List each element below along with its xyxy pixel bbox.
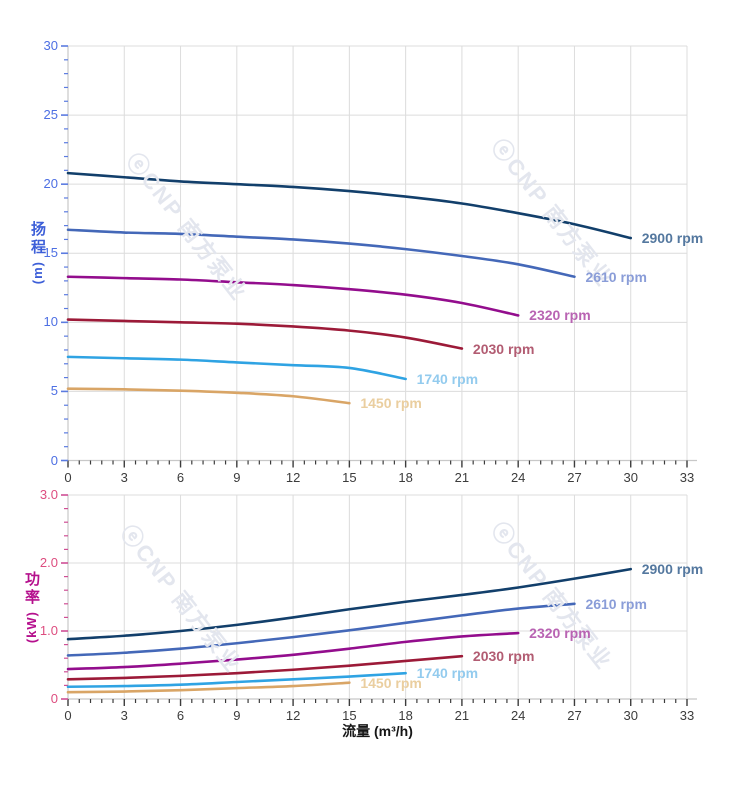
y-tick-label-0: 0 <box>50 452 58 468</box>
y-tick-label-2.0: 2.0 <box>39 555 58 570</box>
curve-2610-rpm-power-vs-flow <box>66 602 576 657</box>
x-tick-label-3: 3 <box>120 708 128 723</box>
x-tick-label-33: 33 <box>679 469 695 485</box>
y-tick-label-30: 30 <box>43 38 58 53</box>
curve-label-2900-rpm-head-vs-flow: 2900 rpm <box>641 230 704 247</box>
head-axis-title: 扬程 (m) <box>27 221 48 284</box>
curve-label-1740-rpm-power-vs-flow: 1740 rpm <box>416 665 479 682</box>
curve-label-1450-rpm-head-vs-flow: 1450 rpm <box>360 395 422 412</box>
curve-2030-rpm-power-vs-flow <box>66 654 464 681</box>
head-axis-title-text: 扬程 <box>29 221 46 257</box>
x-tick-label-27: 27 <box>567 708 582 723</box>
curve-2610-rpm-head-vs-flow <box>66 228 576 279</box>
x-tick-label-24: 24 <box>510 469 526 485</box>
curve-1450-rpm-head-vs-flow <box>66 387 351 405</box>
x-tick-label-30: 30 <box>623 708 638 723</box>
x-tick-label-9: 9 <box>233 708 241 723</box>
y-tick-label-3.0: 3.0 <box>39 487 58 502</box>
x-tick-label-18: 18 <box>398 469 413 485</box>
power-axis-title: 功率 (kW) <box>21 571 42 643</box>
x-tick-label-33: 33 <box>679 708 695 723</box>
curve-label-2610-rpm-power-vs-flow: 2610 rpm <box>585 595 647 612</box>
x-tick-label-0: 0 <box>64 469 72 485</box>
curve-1740-rpm-power-vs-flow <box>66 671 407 689</box>
curve-label-2610-rpm-head-vs-flow: 2610 rpm <box>585 268 647 285</box>
y-tick-label-0: 0 <box>50 691 58 706</box>
power-axis-title-text: 功率 <box>23 571 40 607</box>
x-tick-label-21: 21 <box>454 469 470 485</box>
x-tick-label-27: 27 <box>567 469 582 485</box>
curve-label-2320-rpm-head-vs-flow: 2320 rpm <box>529 307 591 324</box>
curve-label-1450-rpm-power-vs-flow: 1450 rpm <box>360 674 422 691</box>
x-tick-label-21: 21 <box>454 708 470 723</box>
x-tick-label-0: 0 <box>64 708 72 723</box>
curve-2320-rpm-head-vs-flow <box>66 275 520 317</box>
y-tick-label-5: 5 <box>50 383 58 399</box>
curve-label-1740-rpm-head-vs-flow: 1740 rpm <box>416 370 479 387</box>
x-tick-label-6: 6 <box>176 708 185 723</box>
curve-2030-rpm-head-vs-flow <box>66 318 464 350</box>
x-tick-label-18: 18 <box>398 708 413 723</box>
x-tick-label-12: 12 <box>285 708 301 723</box>
flow-axis-title: 流量 (m³/h) <box>342 723 413 739</box>
curve-2320-rpm-power-vs-flow <box>66 631 520 671</box>
x-tick-label-15: 15 <box>342 469 357 485</box>
x-tick-label-6: 6 <box>176 469 185 485</box>
x-tick-label-30: 30 <box>623 469 638 485</box>
y-tick-label-25: 25 <box>43 107 58 123</box>
power-axis-unit: (kW) <box>24 611 39 644</box>
curve-label-2030-rpm-head-vs-flow: 2030 rpm <box>472 340 535 357</box>
x-tick-label-3: 3 <box>120 469 128 485</box>
x-tick-label-15: 15 <box>342 708 357 723</box>
y-tick-label-10: 10 <box>43 314 58 330</box>
head-axis-unit: (m) <box>30 261 45 285</box>
x-tick-label-24: 24 <box>510 708 526 723</box>
curve-1740-rpm-head-vs-flow <box>66 355 407 381</box>
curve-label-2900-rpm-power-vs-flow: 2900 rpm <box>641 561 704 578</box>
curve-label-2320-rpm-power-vs-flow: 2320 rpm <box>529 625 591 642</box>
curve-label-2030-rpm-power-vs-flow: 2030 rpm <box>472 648 535 665</box>
curve-2900-rpm-power-vs-flow <box>66 567 633 641</box>
x-tick-label-12: 12 <box>285 469 301 485</box>
x-tick-label-9: 9 <box>233 469 241 485</box>
y-tick-label-1.0: 1.0 <box>39 623 58 638</box>
curve-2900-rpm-head-vs-flow <box>66 171 633 240</box>
curve-1450-rpm-power-vs-flow <box>66 681 351 694</box>
y-tick-label-15: 15 <box>43 245 58 261</box>
y-tick-label-20: 20 <box>43 176 58 192</box>
